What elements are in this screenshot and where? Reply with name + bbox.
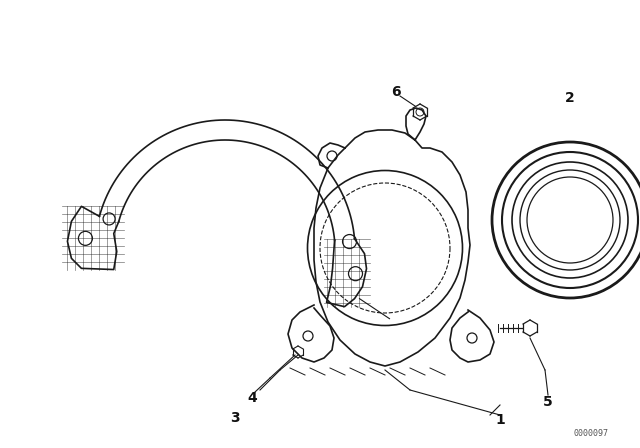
Text: 2: 2 bbox=[565, 91, 575, 105]
Text: 6: 6 bbox=[391, 85, 401, 99]
Text: 0000097: 0000097 bbox=[573, 429, 608, 438]
Text: 5: 5 bbox=[543, 395, 553, 409]
Text: 3: 3 bbox=[230, 411, 240, 425]
Text: 4: 4 bbox=[247, 391, 257, 405]
Text: 1: 1 bbox=[495, 413, 505, 427]
